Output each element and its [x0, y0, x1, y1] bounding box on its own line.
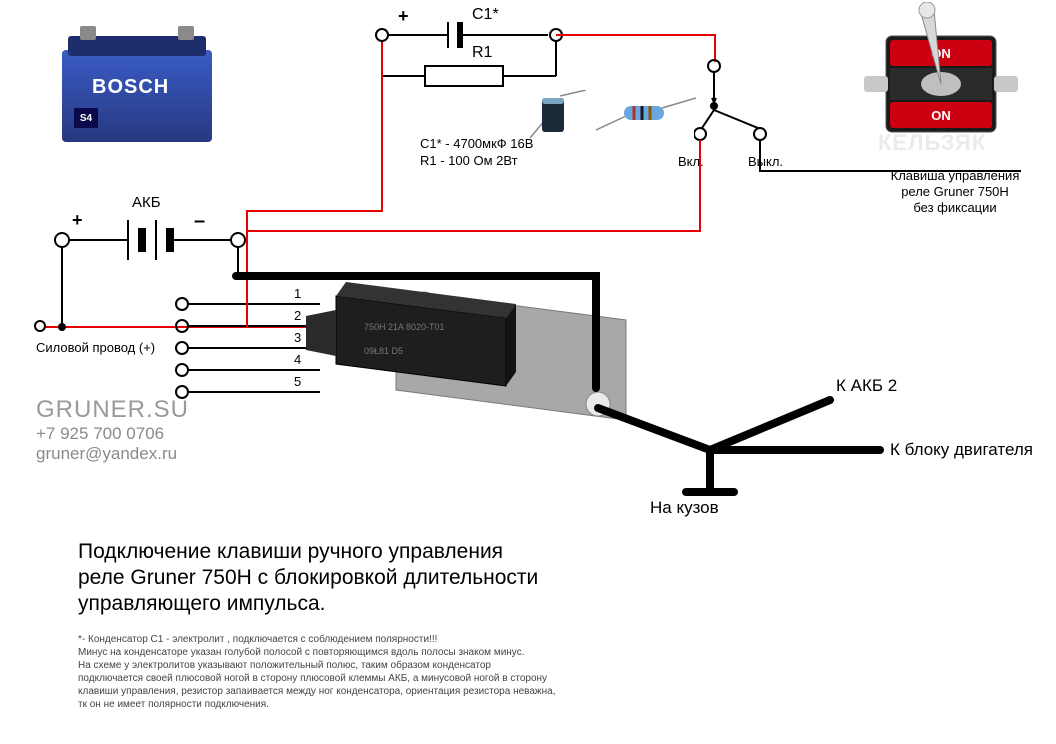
- switch-schematic: [694, 52, 790, 152]
- capacitor-icon: [528, 90, 598, 142]
- akb-minus: –: [194, 210, 205, 233]
- ground-branches: [590, 380, 910, 510]
- branch-akb2: К АКБ 2: [836, 376, 897, 396]
- branch-body: На кузов: [650, 498, 719, 518]
- akb-plus: +: [72, 210, 83, 231]
- footnote-2: Минус на конденсаторе указан голубой пол…: [78, 647, 524, 659]
- email-label: gruner@yandex.ru: [36, 444, 177, 464]
- branch-engine: К блоку двигателя: [890, 440, 1033, 460]
- r1-label: R1: [472, 44, 492, 62]
- phone-label: +7 925 700 0706: [36, 424, 164, 444]
- footnote-6: тк он не имеет полярности подключения.: [78, 699, 269, 711]
- footnote-1: *- Конденсатор C1 - электролит , подключ…: [78, 634, 437, 646]
- toggle-caption-1: Клавиша управления: [870, 168, 1040, 183]
- site-label: GRUNER.SU: [36, 396, 189, 424]
- toggle-caption-2: реле Gruner 750H: [870, 184, 1040, 199]
- resistor-icon: [596, 96, 696, 134]
- plus-sign: +: [398, 6, 409, 27]
- title-line-1: Подключение клавиши ручного управления: [78, 540, 503, 564]
- svg-text:ON: ON: [931, 108, 951, 123]
- battery-model: S4: [74, 108, 98, 128]
- title-line-3: управляющего импульса.: [78, 592, 326, 616]
- c1-spec: C1* - 4700мкФ 16В: [420, 136, 533, 151]
- r1-spec: R1 - 100 Ом 2Вт: [420, 153, 518, 168]
- switch-off-label: Выкл.: [748, 154, 783, 169]
- footnote-3: На схеме у электролитов указывают положи…: [78, 660, 491, 672]
- heavy-bus: [230, 270, 650, 430]
- akb-label: АКБ: [132, 194, 161, 211]
- battery-image: BOSCH S4: [62, 22, 212, 146]
- footnote-5: клавиши управления, резистор запаивается…: [78, 686, 555, 698]
- footnote-4: подключается своей плюсовой ногой в стор…: [78, 673, 547, 685]
- toggle-caption-3: без фиксации: [870, 200, 1040, 215]
- title-line-2: реле Gruner 750H с блокировкой длительно…: [78, 566, 538, 590]
- c1-label: C1*: [472, 6, 499, 24]
- watermark-text: КЕЛЬЗЯК: [878, 130, 986, 156]
- power-wire-label: Силовой провод (+): [36, 340, 155, 355]
- battery-brand: BOSCH: [92, 76, 169, 99]
